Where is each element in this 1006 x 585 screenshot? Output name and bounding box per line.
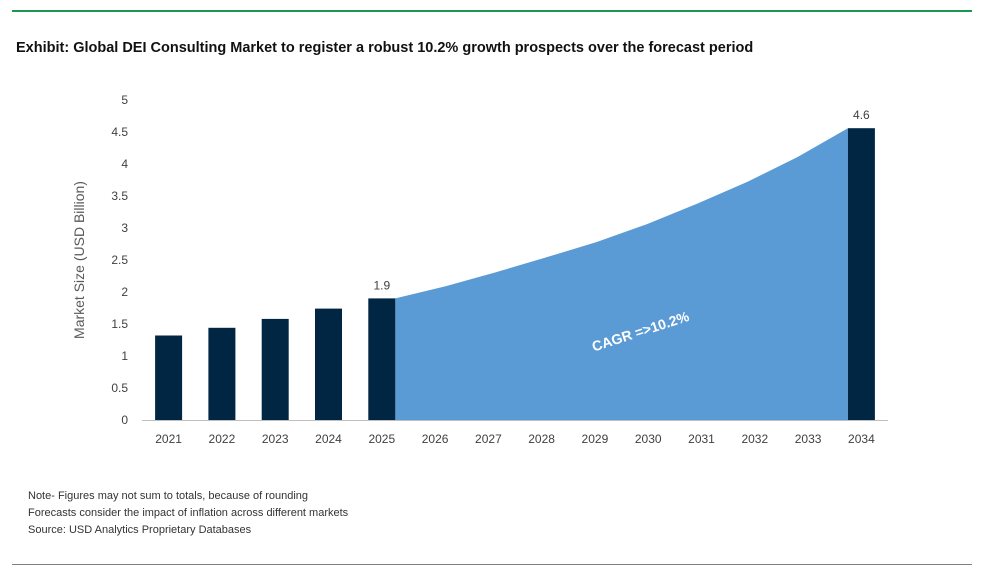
- x-tick-label: 2022: [209, 432, 236, 446]
- x-tick-label: 2023: [262, 432, 289, 446]
- x-tick-label: 2026: [422, 432, 449, 446]
- x-tick-label: 2029: [582, 432, 609, 446]
- bar-2034: [847, 128, 875, 420]
- y-tick-label: 2: [121, 285, 128, 299]
- x-tick-label: 2024: [315, 432, 342, 446]
- x-tick-label: 2028: [528, 432, 555, 446]
- notes: Note- Figures may not sum to totals, bec…: [28, 488, 348, 539]
- top-rule: [12, 10, 972, 12]
- y-tick-label: 2.5: [111, 253, 128, 267]
- x-tick-label: 2027: [475, 432, 502, 446]
- y-tick-label: 3.5: [111, 189, 128, 203]
- data-label: 1.9: [373, 278, 390, 292]
- bar-2023: [261, 318, 289, 420]
- chart-title: Exhibit: Global DEI Consulting Market to…: [16, 40, 754, 56]
- y-axis-label: Market Size (USD Billion): [71, 181, 87, 339]
- bar-2024: [315, 308, 342, 420]
- bar-2021: [155, 335, 183, 420]
- note-rounding: Note- Figures may not sum to totals, bec…: [28, 490, 309, 502]
- x-tick-label: 2025: [368, 432, 395, 446]
- x-tick-label: 2032: [741, 432, 768, 446]
- y-tick-label: 5: [121, 93, 128, 107]
- bottom-rule: [12, 564, 972, 565]
- y-tick-label: 3: [121, 221, 128, 235]
- x-tick-label: 2031: [688, 432, 715, 446]
- bar-2025: [368, 298, 396, 420]
- y-tick-label: 0.5: [111, 381, 128, 395]
- x-tick-label: 2021: [155, 432, 182, 446]
- y-tick-label: 0: [121, 413, 128, 427]
- note-inflation: Forecasts consider the impact of inflati…: [28, 507, 349, 519]
- y-tick-label: 4: [121, 157, 128, 171]
- y-tick-label: 4.5: [111, 125, 128, 139]
- data-label: 4.6: [853, 108, 870, 122]
- y-tick-label: 1.5: [111, 317, 128, 331]
- x-tick-label: 2034: [848, 432, 875, 446]
- y-tick-label: 1: [121, 349, 128, 363]
- note-source: Source: USD Analytics Proprietary Databa…: [28, 524, 252, 536]
- forecast-area: [395, 128, 848, 420]
- x-tick-label: 2033: [795, 432, 822, 446]
- bar-2022: [208, 327, 236, 420]
- x-tick-label: 2030: [635, 432, 662, 446]
